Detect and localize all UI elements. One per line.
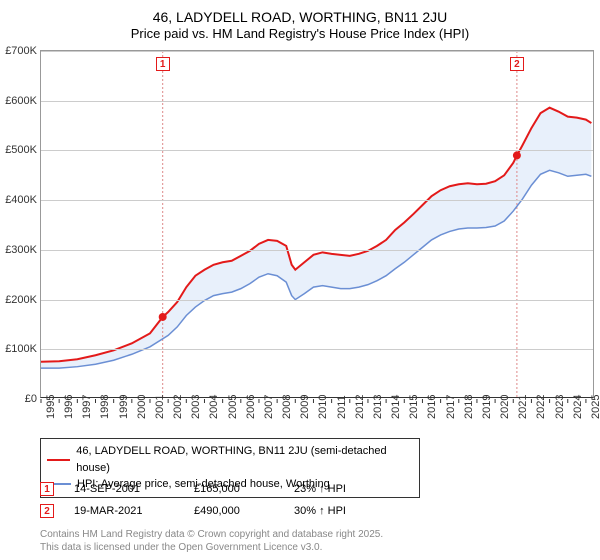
gridline (41, 101, 593, 102)
x-axis-label: 2020 (499, 395, 511, 419)
x-axis-label: 2008 (281, 395, 293, 419)
x-axis-label: 2002 (172, 395, 184, 419)
chart-subtitle: Price paid vs. HM Land Registry's House … (0, 26, 600, 41)
x-axis-label: 2018 (463, 395, 475, 419)
x-axis-label: 2022 (535, 395, 547, 419)
y-axis-label: £0 (1, 393, 37, 405)
y-axis-label: £300K (1, 244, 37, 256)
y-axis-label: £400K (1, 194, 37, 206)
x-axis-label: 2021 (517, 395, 529, 419)
plot-area: £0£100K£200K£300K£400K£500K£600K£700K199… (40, 50, 594, 398)
x-axis-label: 2004 (208, 395, 220, 419)
chart-svg (41, 51, 593, 397)
x-axis-label: 1995 (45, 395, 57, 419)
x-axis-label: 2005 (227, 395, 239, 419)
sale-diff: 30% ↑ HPI (294, 505, 346, 517)
attribution-line: Contains HM Land Registry data © Crown c… (40, 528, 383, 541)
x-axis-label: 2001 (154, 395, 166, 419)
legend-item: 46, LADYDELL ROAD, WORTHING, BN11 2JU (s… (47, 443, 413, 476)
x-axis-label: 2011 (336, 395, 348, 419)
attribution: Contains HM Land Registry data © Crown c… (40, 528, 383, 554)
legend-label: 46, LADYDELL ROAD, WORTHING, BN11 2JU (s… (76, 443, 413, 476)
sale-price: £490,000 (194, 505, 274, 517)
x-axis-label: 2016 (426, 395, 438, 419)
gridline (41, 250, 593, 251)
sale-diff: 23% ↑ HPI (294, 483, 346, 495)
x-axis-label: 2013 (372, 395, 384, 419)
gridline (41, 300, 593, 301)
chart-title: 46, LADYDELL ROAD, WORTHING, BN11 2JU (0, 0, 600, 26)
x-axis-label: 1999 (118, 395, 130, 419)
sale-date: 19-MAR-2021 (74, 505, 174, 517)
y-axis-label: £200K (1, 294, 37, 306)
x-axis-label: 2006 (245, 395, 257, 419)
sale-ref-marker: 1 (40, 482, 54, 496)
y-axis-label: £700K (1, 45, 37, 57)
x-axis-label: 2012 (354, 395, 366, 419)
sale-row: 2 19-MAR-2021 £490,000 30% ↑ HPI (40, 504, 346, 518)
x-axis-label: 2017 (445, 395, 457, 419)
sale-date: 14-SEP-2001 (74, 483, 174, 495)
ref-marker-box: 2 (510, 57, 524, 71)
x-axis-label: 2014 (390, 395, 402, 419)
legend-swatch-red (47, 459, 70, 461)
x-axis-label: 1998 (99, 395, 111, 419)
x-axis-label: 2015 (408, 395, 420, 419)
y-axis-label: £500K (1, 144, 37, 156)
y-axis-label: £600K (1, 95, 37, 107)
x-axis-label: 2023 (554, 395, 566, 419)
x-axis-label: 1996 (63, 395, 75, 419)
sale-price: £165,000 (194, 483, 274, 495)
x-axis-label: 1997 (81, 395, 93, 419)
chart-container: 46, LADYDELL ROAD, WORTHING, BN11 2JU Pr… (0, 0, 600, 560)
x-axis-label: 2000 (136, 395, 148, 419)
sale-ref-marker: 2 (40, 504, 54, 518)
x-axis-label: 2024 (572, 395, 584, 419)
x-axis-label: 2025 (590, 395, 600, 419)
gridline (41, 150, 593, 151)
y-axis-label: £100K (1, 343, 37, 355)
x-axis-label: 2009 (299, 395, 311, 419)
x-axis-label: 2007 (263, 395, 275, 419)
x-axis-label: 2010 (317, 395, 329, 419)
gridline (41, 200, 593, 201)
x-axis-label: 2003 (190, 395, 202, 419)
attribution-line: This data is licensed under the Open Gov… (40, 541, 383, 554)
x-axis-label: 2019 (481, 395, 493, 419)
sale-row: 1 14-SEP-2001 £165,000 23% ↑ HPI (40, 482, 346, 496)
ref-marker-box: 1 (156, 57, 170, 71)
gridline (41, 349, 593, 350)
gridline (41, 51, 593, 52)
